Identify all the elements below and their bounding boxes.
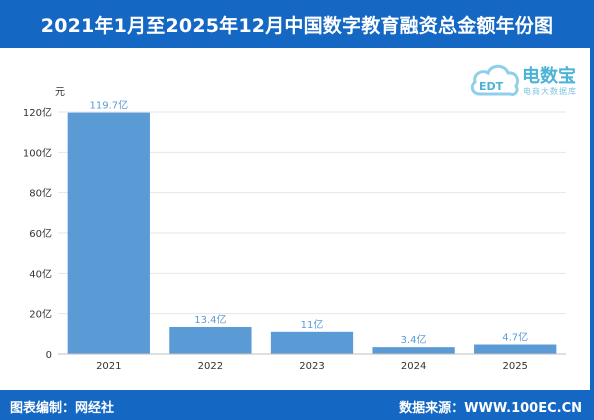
header-bar: 2021年1月至2025年12月中国数字教育融资总金额年份图 (0, 0, 594, 48)
y-tick-label: 40亿 (29, 267, 52, 280)
y-tick-label: 100亿 (23, 146, 52, 159)
bar-value-label: 11亿 (301, 318, 324, 331)
y-tick-label: 20亿 (29, 308, 52, 321)
chart-frame (0, 48, 594, 390)
y-tick-label: 0 (46, 350, 52, 361)
logo-subtitle: 电商大数据库 (523, 87, 577, 96)
bar-value-label: 4.7亿 (502, 331, 528, 344)
y-tick-label: 60亿 (29, 227, 52, 240)
x-tick-label: 2025 (502, 361, 527, 372)
logo-brand-text: 电数宝 (522, 66, 576, 87)
brand-logo: EDT 电数宝 电商大数据库 (470, 56, 580, 106)
x-tick-label: 2023 (299, 361, 324, 372)
footer-source-credit: 图表编制：网经社 (10, 401, 115, 416)
x-tick-label: 2021 (96, 361, 121, 372)
x-tick-label: 2024 (401, 361, 426, 372)
x-tick-label: 2022 (198, 361, 223, 372)
bar-value-label: 13.4亿 (194, 313, 226, 326)
bar-value-label: 119.7亿 (89, 99, 128, 112)
y-axis-label: 元 (55, 87, 65, 98)
bar (67, 112, 150, 354)
bar (270, 331, 354, 354)
y-tick-label: 80亿 (29, 187, 52, 200)
cloud-logo-icon: EDT (470, 64, 520, 96)
bar-value-label: 3.4亿 (401, 333, 427, 346)
page-title: 2021年1月至2025年12月中国数字教育融资总金额年份图 (40, 14, 554, 37)
bar (474, 344, 557, 354)
y-tick-label: 120亿 (23, 106, 52, 119)
bar (169, 326, 252, 354)
logo-mark: EDT (479, 80, 504, 93)
bar (372, 347, 455, 354)
footer-data-source: 数据来源：WWW.100EC.CN (399, 401, 582, 416)
footer-bar: 图表编制：网经社 数据来源：WWW.100EC.CN (0, 390, 594, 420)
